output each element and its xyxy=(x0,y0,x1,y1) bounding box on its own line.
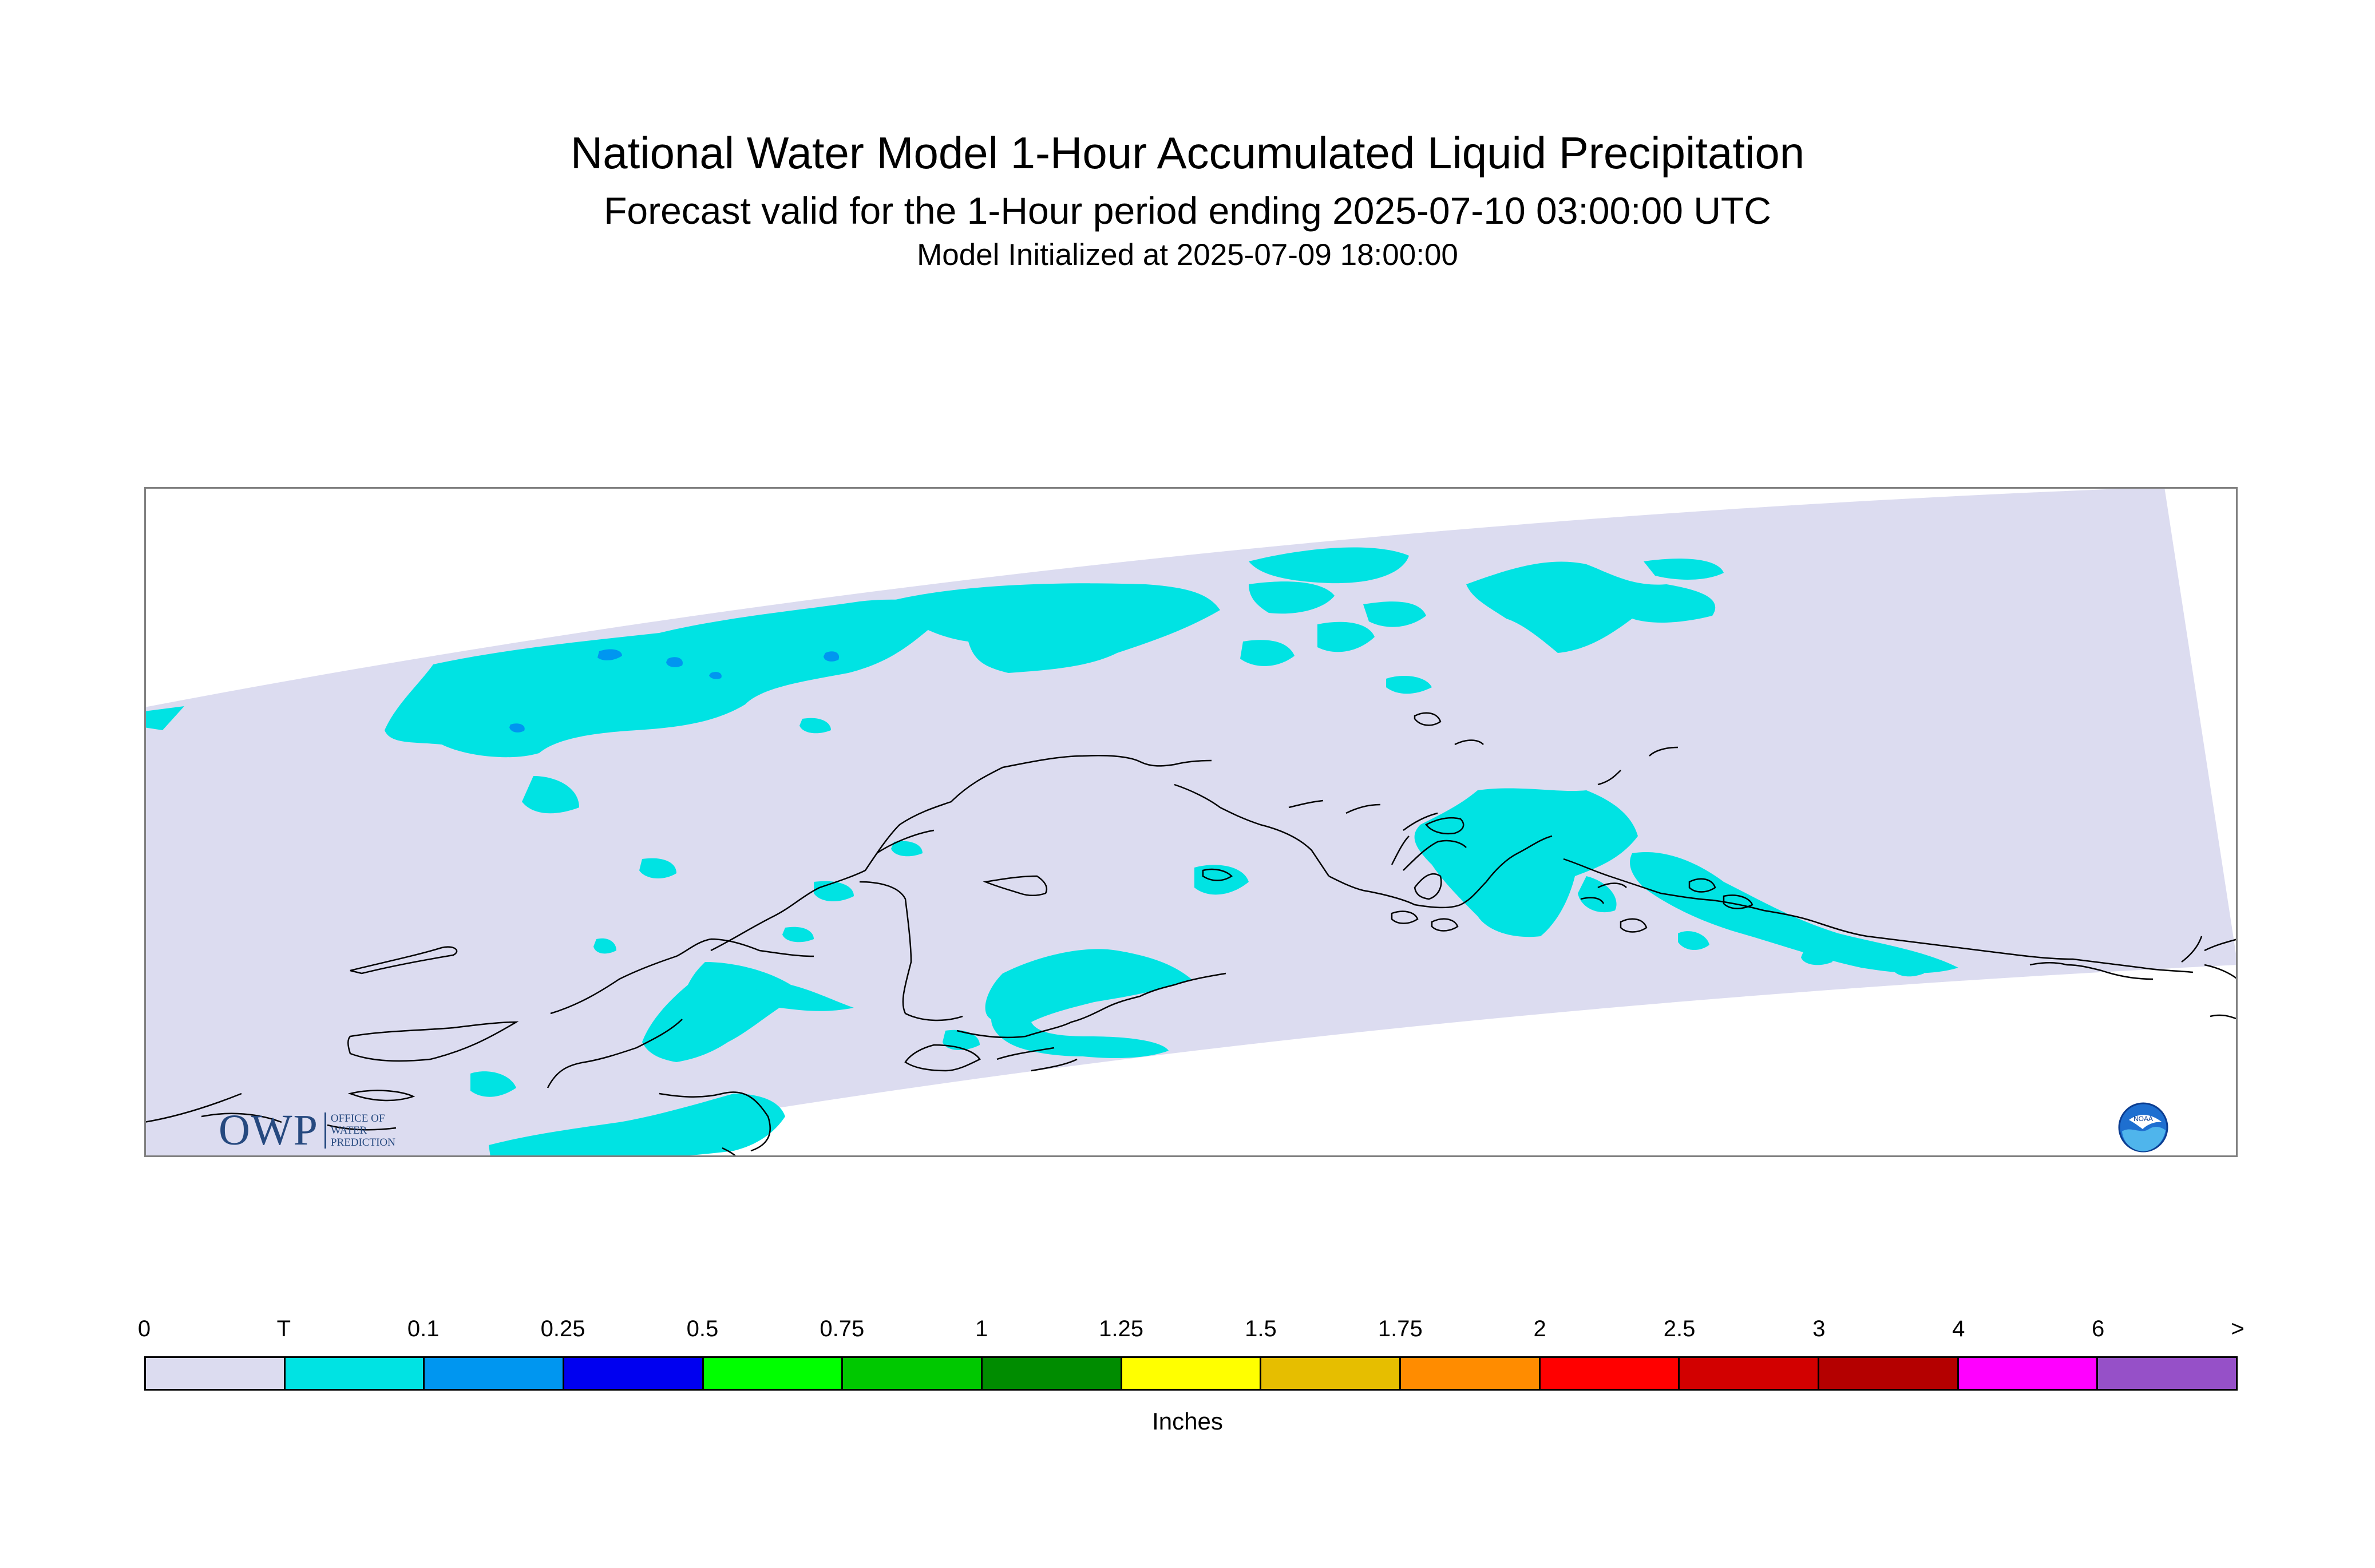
legend-swatch xyxy=(1678,1356,1820,1391)
legend-swatch xyxy=(1120,1356,1262,1391)
legend-swatch xyxy=(423,1356,565,1391)
legend-swatch xyxy=(981,1356,1122,1391)
map-canvas xyxy=(144,487,2238,1157)
map-title: National Water Model 1-Hour Accumulated … xyxy=(570,128,1805,178)
legend-tick-label: 0.75 xyxy=(820,1316,865,1341)
legend-tick-label: 2 xyxy=(1533,1316,1546,1341)
precip-light-areas xyxy=(509,649,840,732)
legend-swatch xyxy=(702,1356,844,1391)
owp-logo: OWP OFFICE OF WATER PREDICTION xyxy=(219,1106,395,1154)
noaa-logo: NOAA xyxy=(2118,1102,2168,1153)
map-subtitle: Forecast valid for the 1-Hour period end… xyxy=(604,189,1771,232)
legend-tick-label: 3 xyxy=(1812,1316,1826,1341)
legend-colorbar xyxy=(144,1356,2238,1391)
legend-swatch xyxy=(1399,1356,1541,1391)
legend-tick-label: 0.25 xyxy=(540,1316,585,1341)
legend-tick-label: 1.75 xyxy=(1378,1316,1423,1341)
legend-swatch xyxy=(1260,1356,1402,1391)
legend-tick-label: 1.25 xyxy=(1099,1316,1143,1341)
legend-tick-label: T xyxy=(276,1316,291,1341)
owp-logo-line: PREDICTION xyxy=(330,1136,395,1149)
noaa-logo-text: NOAA xyxy=(2133,1115,2153,1123)
legend-tick-label: 0 xyxy=(137,1316,151,1341)
legend-tick-label: 2.5 xyxy=(1663,1316,1696,1341)
owp-logo-text: OFFICE OF WATER PREDICTION xyxy=(324,1112,395,1149)
legend-swatch xyxy=(144,1356,286,1391)
legend-units: Inches xyxy=(1152,1408,1223,1435)
owp-logo-line: WATER xyxy=(330,1124,367,1137)
precipitation-map xyxy=(144,487,2238,1157)
legend-tick-label: > xyxy=(2231,1316,2245,1341)
legend-tick-label: 6 xyxy=(2092,1316,2105,1341)
precip-trace-areas xyxy=(144,547,1958,1157)
legend-tick-label: 1 xyxy=(975,1316,988,1341)
owp-logo-mark: OWP xyxy=(219,1106,319,1154)
legend-tick-label: 0.5 xyxy=(686,1316,719,1341)
model-init-time: Model Initialized at 2025-07-09 18:00:00 xyxy=(917,238,1458,272)
legend-swatch xyxy=(563,1356,704,1391)
legend-tick-label: 1.5 xyxy=(1245,1316,1277,1341)
legend-swatch xyxy=(1818,1356,1959,1391)
legend-swatch xyxy=(283,1356,425,1391)
legend-swatch xyxy=(1538,1356,1680,1391)
owp-logo-line: OFFICE OF xyxy=(330,1112,385,1124)
legend-swatch xyxy=(1957,1356,2099,1391)
legend-swatch xyxy=(2096,1356,2238,1391)
legend-tick-label: 0.1 xyxy=(407,1316,440,1341)
legend-tick-label: 4 xyxy=(1952,1316,1965,1341)
legend-swatch xyxy=(841,1356,983,1391)
map-frame xyxy=(144,487,2238,1157)
coastlines xyxy=(144,712,2238,1157)
